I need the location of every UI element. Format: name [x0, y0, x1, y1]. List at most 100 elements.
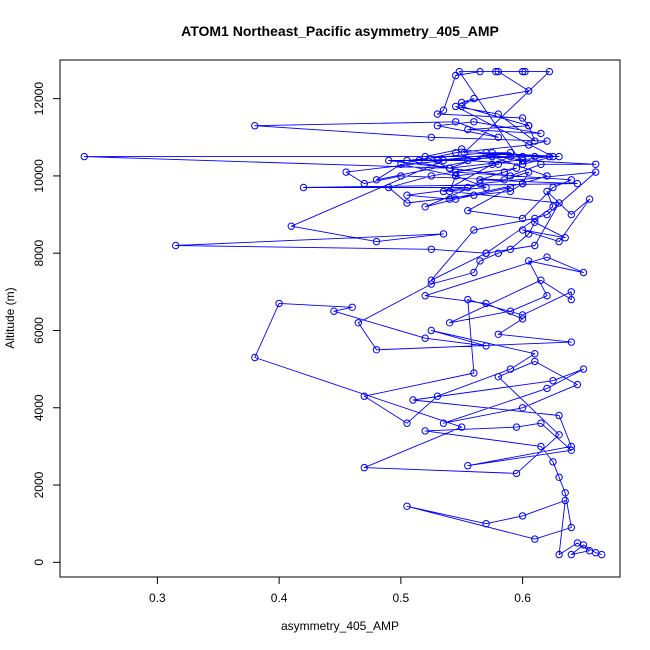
x-tick-label: 0.5 [393, 591, 410, 605]
data-point [537, 276, 545, 284]
data-point [470, 94, 478, 103]
data-point [482, 183, 490, 192]
data-point [549, 458, 557, 466]
data-point [354, 319, 362, 327]
data-point [464, 156, 472, 165]
data-point [543, 384, 551, 393]
data-point [433, 110, 442, 118]
data-point [452, 168, 460, 176]
data-point [458, 145, 466, 153]
data-point [549, 183, 557, 192]
data-point [531, 350, 539, 358]
series-0-line [83, 71, 602, 556]
y-tick-label: 6000 [32, 317, 46, 344]
x-tick-label: 0.4 [271, 591, 288, 605]
data-point [385, 183, 393, 192]
data-point [470, 191, 478, 199]
data-point [427, 133, 435, 142]
data-point [518, 404, 527, 412]
data-point [172, 241, 180, 250]
data-point [360, 463, 368, 472]
data-point [573, 380, 582, 389]
data-point [494, 330, 502, 338]
data-point [518, 152, 527, 161]
data-point [476, 257, 484, 265]
data-point [592, 168, 600, 176]
data-point [439, 106, 448, 114]
data-point [470, 118, 478, 126]
data-point [506, 307, 515, 315]
data-point [403, 419, 411, 427]
data-point [415, 156, 423, 165]
y-axis-label: Altitude (m) [3, 287, 17, 348]
x-axis: 0.3 0.4 0.5 0.6 [149, 576, 531, 605]
data-point [482, 299, 490, 308]
data-point [421, 334, 429, 342]
data-point [579, 268, 588, 277]
data-point [372, 346, 381, 354]
data-point [525, 122, 533, 130]
data-point [592, 160, 600, 169]
data-point [567, 176, 575, 184]
data-point [518, 114, 527, 122]
data-point [531, 357, 539, 366]
data-point [397, 172, 405, 180]
data-point [543, 210, 551, 219]
data-point [561, 234, 569, 242]
data-point [433, 392, 442, 400]
data-point [567, 442, 575, 451]
data-point [549, 152, 557, 161]
data-point [439, 230, 448, 238]
data-point [342, 168, 350, 176]
data-point [555, 473, 563, 481]
data-point [518, 156, 527, 165]
data-point [409, 396, 417, 404]
data-point [506, 152, 515, 161]
data-point [567, 446, 575, 454]
data-point [555, 411, 563, 420]
data-point [506, 187, 515, 196]
data-point [488, 152, 496, 161]
data-point [518, 311, 527, 319]
data-point [525, 257, 533, 265]
data-point [470, 369, 478, 377]
data-point [543, 187, 551, 196]
data-point [433, 122, 442, 130]
data-point [488, 149, 496, 157]
data-point [421, 292, 429, 300]
data-point [452, 172, 460, 180]
data-point [525, 141, 533, 149]
data-point [492, 67, 500, 76]
data-point [567, 523, 575, 532]
data-point [567, 295, 575, 304]
data-point [567, 210, 575, 219]
data-point [494, 67, 502, 76]
data-point [460, 149, 468, 157]
data-point [476, 176, 484, 184]
x-tick-label: 0.6 [514, 591, 531, 605]
data-point [531, 137, 539, 145]
y-axis: 0 2000 4000 6000 8000 10000 12000 [32, 82, 61, 566]
data-point [579, 365, 588, 373]
data-point [555, 237, 563, 246]
data-point [403, 156, 411, 165]
data-point [549, 377, 557, 385]
data-point [549, 203, 557, 211]
data-point [455, 67, 463, 76]
data-point [518, 214, 527, 223]
data-point [452, 118, 460, 126]
data-point [561, 496, 569, 505]
data-point [464, 462, 472, 470]
data-point [545, 152, 554, 161]
data-point [537, 419, 545, 427]
data-point [506, 245, 515, 254]
data-point [421, 203, 429, 211]
data-point [525, 168, 533, 176]
data-point [567, 288, 575, 296]
data-point [518, 179, 527, 188]
data-point [494, 133, 502, 142]
data-point [585, 195, 594, 203]
data-point [385, 156, 393, 165]
data-point [537, 129, 545, 138]
data-point [506, 149, 515, 157]
